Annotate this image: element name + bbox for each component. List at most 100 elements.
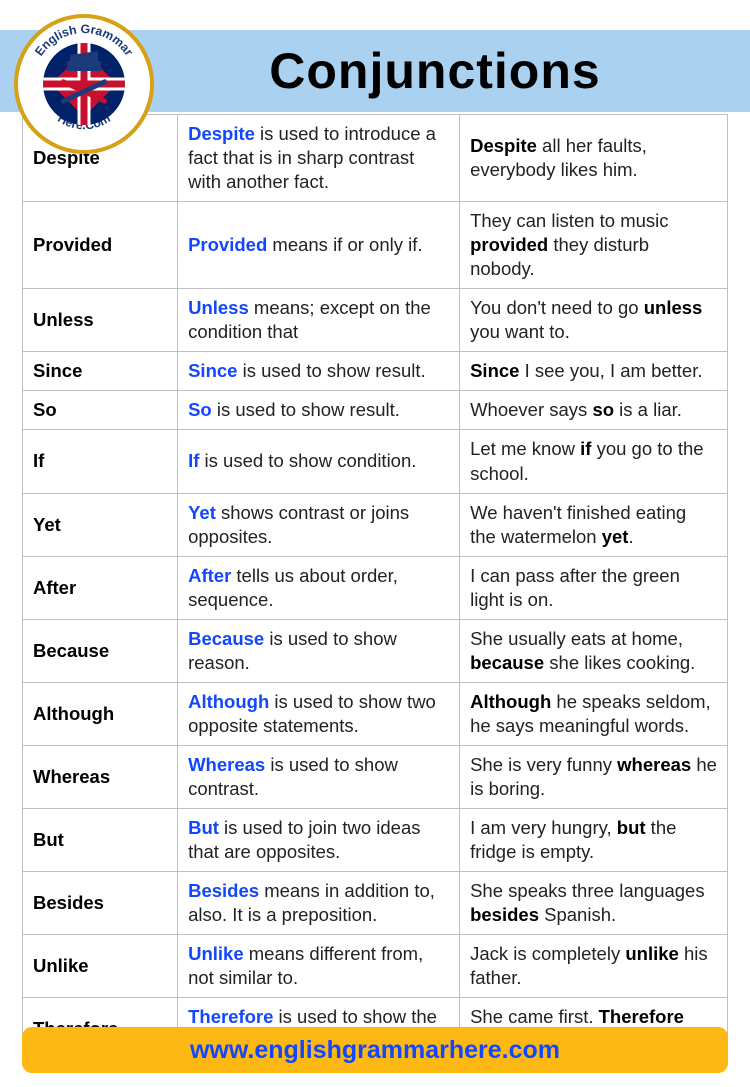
- logo-ring: English Grammar Here.Com: [14, 14, 154, 154]
- example-cell: She is very funny whereas he is boring.: [460, 745, 728, 808]
- definition-cell: Whereas is used to show contrast.: [178, 745, 460, 808]
- ex-pre: I can pass after the green light is on.: [470, 565, 680, 610]
- term-cell: Unlike: [23, 935, 178, 998]
- definition-cell: Besides means in addition to, also. It i…: [178, 872, 460, 935]
- term-cell: Whereas: [23, 745, 178, 808]
- def-keyword: Yet: [188, 502, 216, 523]
- conjunctions-table-wrap: DespiteDespite is used to introduce a fa…: [22, 114, 728, 1061]
- example-cell: Although he speaks seldom, he says meani…: [460, 682, 728, 745]
- def-keyword: After: [188, 565, 231, 586]
- ex-pre: She speaks three languages: [470, 880, 705, 901]
- ex-keyword: Although: [470, 691, 551, 712]
- ex-keyword: Since: [470, 360, 519, 381]
- def-post: is used to show condition.: [199, 450, 416, 471]
- table-row: ProvidedProvided means if or only if.The…: [23, 202, 728, 289]
- table-row: Yet Yet shows contrast or joins opposites…: [23, 493, 728, 556]
- ex-post: I see you, I am better.: [519, 360, 702, 381]
- table-row: IfIf is used to show condition.Let me kn…: [23, 430, 728, 493]
- def-keyword: Unless: [188, 297, 249, 318]
- example-cell: She usually eats at home, because she li…: [460, 619, 728, 682]
- table-row: ButBut is used to join two ideas that ar…: [23, 809, 728, 872]
- ex-pre: She came first.: [470, 1006, 599, 1027]
- example-cell: Let me know if you go to the school.: [460, 430, 728, 493]
- ex-keyword: because: [470, 652, 544, 673]
- table-row: UnlessUnless means; except on the condit…: [23, 289, 728, 352]
- ex-keyword: yet: [602, 526, 629, 547]
- def-keyword: Provided: [188, 234, 267, 255]
- def-keyword: So: [188, 399, 212, 420]
- table-row: SinceSince is used to show result.Since …: [23, 352, 728, 391]
- term-cell: Yet: [23, 493, 178, 556]
- def-post: means if or only if.: [267, 234, 422, 255]
- ex-post: .: [628, 526, 633, 547]
- definition-cell: If is used to show condition.: [178, 430, 460, 493]
- table-row: AlthoughAlthough is used to show two opp…: [23, 682, 728, 745]
- table-row: BecauseBecause is used to show reason.Sh…: [23, 619, 728, 682]
- ex-post: you want to.: [470, 321, 570, 342]
- ex-post: Spanish.: [539, 904, 616, 925]
- ex-keyword: so: [592, 399, 614, 420]
- example-cell: I am very hungry, but the fridge is empt…: [460, 809, 728, 872]
- example-cell: Jack is completely unlike his father.: [460, 935, 728, 998]
- term-cell: But: [23, 809, 178, 872]
- definition-cell: Unlike means different from, not similar…: [178, 935, 460, 998]
- table-row: WhereasWhereas is used to show contrast.…: [23, 745, 728, 808]
- term-cell: So: [23, 391, 178, 430]
- ex-keyword: whereas: [617, 754, 691, 775]
- ex-post: is a liar.: [614, 399, 682, 420]
- example-cell: I can pass after the green light is on.: [460, 556, 728, 619]
- ex-pre: Whoever says: [470, 399, 592, 420]
- table-row: SoSo is used to show result.Whoever says…: [23, 391, 728, 430]
- def-keyword: Although: [188, 691, 269, 712]
- term-cell: After: [23, 556, 178, 619]
- example-cell: You don't need to go unless you want to.: [460, 289, 728, 352]
- def-keyword: Unlike: [188, 943, 244, 964]
- ex-pre: They can listen to music: [470, 210, 668, 231]
- ex-keyword: but: [617, 817, 646, 838]
- definition-cell: Because is used to show reason.: [178, 619, 460, 682]
- term-cell: Although: [23, 682, 178, 745]
- definition-cell: Although is used to show two opposite st…: [178, 682, 460, 745]
- ex-keyword: besides: [470, 904, 539, 925]
- def-keyword: Besides: [188, 880, 259, 901]
- ex-pre: You don't need to go: [470, 297, 644, 318]
- definition-cell: Despite is used to introduce a fact that…: [178, 115, 460, 202]
- ex-keyword: Despite: [470, 135, 537, 156]
- ex-pre: Jack is completely: [470, 943, 625, 964]
- def-keyword: Therefore: [188, 1006, 273, 1027]
- def-post: shows contrast or joins opposites.: [188, 502, 409, 547]
- footer-band: www.englishgrammarhere.com: [22, 1027, 728, 1073]
- def-post: is used to show result.: [237, 360, 425, 381]
- ex-keyword: Therefore: [599, 1006, 684, 1027]
- definition-cell: But is used to join two ideas that are o…: [178, 809, 460, 872]
- def-post: is used to show result.: [212, 399, 400, 420]
- uk-flag-icon: [43, 43, 125, 125]
- term-cell: If: [23, 430, 178, 493]
- term-cell: Besides: [23, 872, 178, 935]
- table-row: UnlikeUnlike means different from, not s…: [23, 935, 728, 998]
- ex-pre: She usually eats at home,: [470, 628, 683, 649]
- example-cell: Whoever says so is a liar.: [460, 391, 728, 430]
- def-keyword: Despite: [188, 123, 255, 144]
- definition-cell: So is used to show result.: [178, 391, 460, 430]
- definition-cell: After tells us about order, sequence.: [178, 556, 460, 619]
- example-cell: We haven't finished eating the watermelo…: [460, 493, 728, 556]
- term-cell: Unless: [23, 289, 178, 352]
- example-cell: Since I see you, I am better.: [460, 352, 728, 391]
- page-title: Conjunctions: [269, 42, 600, 100]
- grad-cap-icon: [67, 61, 101, 71]
- example-cell: She speaks three languages besides Spani…: [460, 872, 728, 935]
- definition-cell: Unless means; except on the condition th…: [178, 289, 460, 352]
- term-cell: Because: [23, 619, 178, 682]
- ex-keyword: if: [580, 438, 591, 459]
- ex-pre: Let me know: [470, 438, 580, 459]
- ex-pre: We haven't finished eating the watermelo…: [470, 502, 686, 547]
- site-logo: English Grammar Here.Com: [14, 14, 154, 154]
- ex-post: she likes cooking.: [544, 652, 695, 673]
- def-keyword: If: [188, 450, 199, 471]
- example-cell: They can listen to music provided they d…: [460, 202, 728, 289]
- conjunctions-table: DespiteDespite is used to introduce a fa…: [22, 114, 728, 1061]
- def-keyword: Whereas: [188, 754, 265, 775]
- crossed-pencils-icon: [54, 77, 114, 107]
- ex-keyword: unlike: [625, 943, 678, 964]
